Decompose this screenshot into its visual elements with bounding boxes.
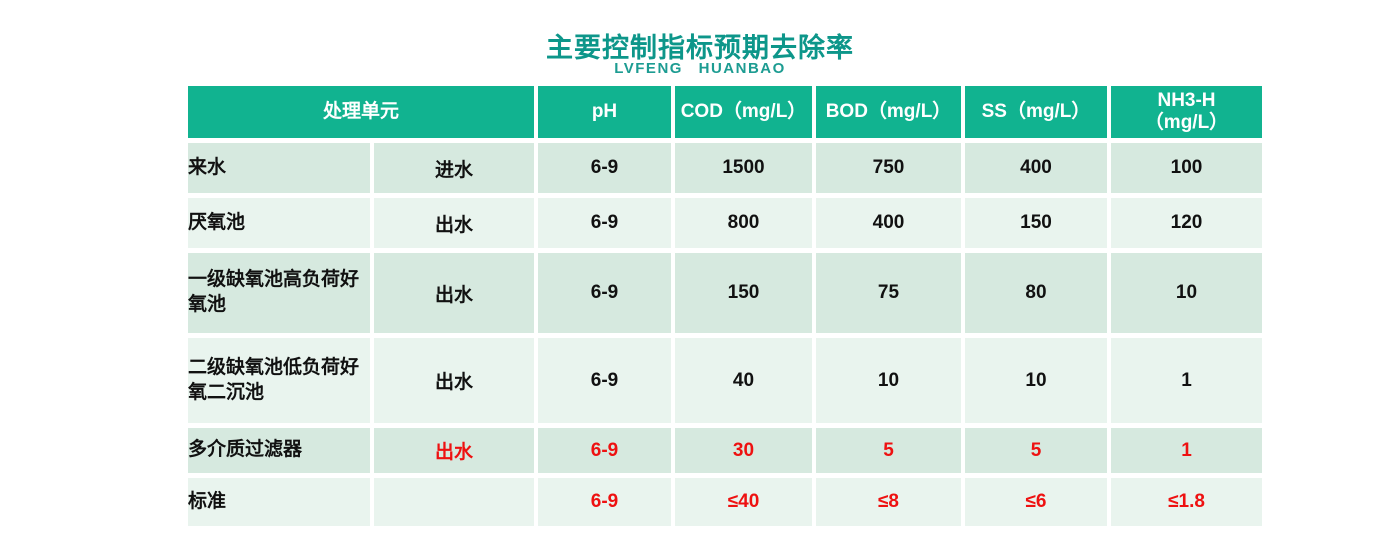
cell-bod: 5 [816,428,961,473]
cell-bod: 75 [816,253,961,333]
cell-flow: 出水 [374,338,534,423]
cell-nh3h: 1 [1111,428,1262,473]
cell-cod: 800 [675,198,812,248]
cell-flow: 进水 [374,143,534,193]
cell-nh3h: 10 [1111,253,1262,333]
cell-ss: 5 [965,428,1107,473]
cell-unit: 厌氧池 [188,198,370,248]
cell-ss: 10 [965,338,1107,423]
header-nh3h-line1: NH3-H [1157,90,1216,112]
header-cell-ss: SS（mg/L） [965,86,1107,138]
header-cell-bod: BOD（mg/L） [816,86,961,138]
cell-ph: 6-9 [538,338,671,423]
cell-bod: 400 [816,198,961,248]
cell-flow: 出水 [374,253,534,333]
cell-nh3h: 100 [1111,143,1262,193]
cell-bod: 10 [816,338,961,423]
cell-cod: ≤40 [675,478,812,526]
cell-nh3h: ≤1.8 [1111,478,1262,526]
indicators-table: 处理单元 pH COD（mg/L） BOD（mg/L） SS（mg/L） NH3… [184,81,1266,531]
cell-flow [374,478,534,526]
header-cell-nh3h: NH3-H （mg/L） [1111,86,1262,138]
cell-cod: 30 [675,428,812,473]
cell-ss: 150 [965,198,1107,248]
page-title: 主要控制指标预期去除率 [546,33,854,63]
table-row: 一级缺氧池高负荷好氧池 出水 6-9 150 75 80 10 [188,253,1262,333]
cell-ss: 400 [965,143,1107,193]
table-row: 二级缺氧池低负荷好氧二沉池 出水 6-9 40 10 10 1 [188,338,1262,423]
cell-bod: ≤8 [816,478,961,526]
cell-unit: 一级缺氧池高负荷好氧池 [188,253,370,333]
cell-ph: 6-9 [538,198,671,248]
header-cell-ph: pH [538,86,671,138]
cell-ph: 6-9 [538,143,671,193]
table-row: 来水 进水 6-9 1500 750 400 100 [188,143,1262,193]
table-row: 厌氧池 出水 6-9 800 400 150 120 [188,198,1262,248]
table-row: 多介质过滤器 出水 6-9 30 5 5 1 [188,428,1262,473]
page-subtitle: LVFENG HUANBAO [614,60,786,77]
header-nh3h-line2: （mg/L） [1144,112,1229,133]
cell-nh3h: 120 [1111,198,1262,248]
cell-unit: 标准 [188,478,370,526]
header-cell-cod: COD（mg/L） [675,86,812,138]
cell-unit: 二级缺氧池低负荷好氧二沉池 [188,338,370,423]
cell-cod: 150 [675,253,812,333]
cell-cod: 40 [675,338,812,423]
cell-ph: 6-9 [538,253,671,333]
cell-nh3h: 1 [1111,338,1262,423]
cell-cod: 1500 [675,143,812,193]
cell-ss: ≤6 [965,478,1107,526]
table-row: 标准 6-9 ≤40 ≤8 ≤6 ≤1.8 [188,478,1262,526]
header-cell-unit: 处理单元 [188,86,534,138]
cell-unit: 多介质过滤器 [188,428,370,473]
cell-flow: 出水 [374,198,534,248]
cell-unit: 来水 [188,143,370,193]
cell-ph: 6-9 [538,428,671,473]
cell-flow: 出水 [374,428,534,473]
cell-ss: 80 [965,253,1107,333]
cell-ph: 6-9 [538,478,671,526]
cell-bod: 750 [816,143,961,193]
header-row: 处理单元 pH COD（mg/L） BOD（mg/L） SS（mg/L） NH3… [188,86,1262,138]
